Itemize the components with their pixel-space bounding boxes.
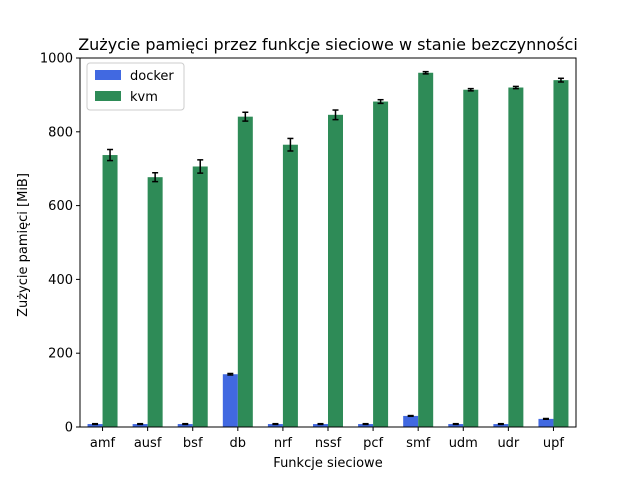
plot-frame bbox=[79, 57, 577, 428]
x-tick-label-udm: udm bbox=[449, 436, 478, 451]
error-bar-docker-smf bbox=[407, 414, 414, 418]
bar-docker-upf bbox=[538, 418, 554, 427]
error-bar-docker-upf bbox=[542, 417, 549, 421]
bar-kvm-pcf bbox=[373, 101, 389, 428]
error-bar-docker-nrf bbox=[272, 422, 279, 426]
bar-docker-nssf bbox=[313, 424, 328, 427]
x-tick-label-bsf: bsf bbox=[183, 436, 203, 451]
bar-kvm-udr bbox=[508, 87, 524, 428]
bar-kvm-ausf bbox=[147, 177, 163, 427]
x-tick-label-udr: udr bbox=[497, 436, 519, 451]
bar-kvm-db bbox=[237, 116, 253, 428]
error-bar-docker-nssf bbox=[317, 422, 324, 426]
bar-docker-db bbox=[222, 374, 238, 427]
x-axis-title: Funkcje sieciowe bbox=[273, 456, 382, 471]
y-tick-label-1000: 1000 bbox=[40, 52, 73, 67]
x-tick-label-nssf: nssf bbox=[315, 436, 342, 451]
x-tick-label-db: db bbox=[230, 436, 247, 451]
bar-docker-udm bbox=[448, 424, 464, 427]
error-bar-docker-ausf bbox=[137, 422, 144, 426]
y-tick-label-0: 0 bbox=[65, 421, 73, 436]
bar-kvm-nrf bbox=[282, 144, 298, 427]
error-bar-kvm-udm bbox=[467, 87, 474, 92]
bar-docker-nrf bbox=[267, 424, 283, 427]
legend-entry-docker: docker bbox=[95, 69, 174, 84]
bar-kvm-bsf bbox=[192, 166, 208, 427]
x-tick-label-nrf: nrf bbox=[274, 436, 293, 451]
bar-kvm-amf bbox=[102, 155, 118, 427]
x-tick-label-upf: upf bbox=[543, 436, 564, 451]
legend-label-kvm: kvm bbox=[130, 90, 158, 105]
y-tick-label-600: 600 bbox=[48, 199, 73, 214]
bar-kvm-upf bbox=[553, 80, 569, 427]
bars-layer bbox=[87, 70, 569, 428]
error-bar-docker-pcf bbox=[362, 422, 369, 426]
bar-docker-udr bbox=[493, 424, 509, 427]
x-tick-label-amf: amf bbox=[90, 436, 116, 451]
y-tick-label-200: 200 bbox=[48, 347, 73, 362]
error-bar-kvm-ausf bbox=[152, 172, 159, 183]
error-bar-docker-udm bbox=[452, 422, 459, 426]
y-axis-title: Zużycie pamięci [MiB] bbox=[16, 173, 31, 317]
error-bar-kvm-amf bbox=[107, 148, 114, 162]
chart-title: Zużycie pamięci przez funkcje sieciowe w… bbox=[78, 35, 578, 54]
legend-label-docker: docker bbox=[130, 69, 174, 84]
bar-kvm-nssf bbox=[328, 114, 343, 428]
y-tick-label-400: 400 bbox=[48, 273, 73, 288]
bar-kvm-smf bbox=[418, 72, 434, 427]
bar-kvm-udm bbox=[463, 89, 479, 427]
error-bar-docker-bsf bbox=[182, 422, 189, 426]
error-bar-kvm-upf bbox=[557, 77, 564, 83]
legend: docker kvm bbox=[86, 62, 185, 111]
bar-docker-bsf bbox=[177, 424, 193, 427]
legend-swatch-docker bbox=[95, 70, 121, 80]
error-bar-kvm-bsf bbox=[197, 159, 204, 174]
bar-docker-amf bbox=[87, 424, 103, 427]
x-tick-label-ausf: ausf bbox=[134, 436, 162, 451]
bar-docker-smf bbox=[403, 415, 419, 427]
error-bar-docker-db bbox=[227, 372, 234, 376]
error-bar-kvm-smf bbox=[422, 70, 429, 75]
error-bar-docker-amf bbox=[92, 422, 99, 426]
legend-entry-kvm: kvm bbox=[95, 90, 158, 105]
legend-swatch-kvm bbox=[95, 91, 121, 101]
error-bar-kvm-db bbox=[242, 111, 249, 122]
ticks-layer: amf ausf bsf db nrf nssf pcf smf udm udr upf 0 200 40… bbox=[40, 52, 565, 452]
error-bar-docker-udr bbox=[497, 422, 504, 426]
bar-docker-pcf bbox=[358, 424, 374, 427]
error-bar-kvm-pcf bbox=[377, 98, 384, 105]
y-tick-label-800: 800 bbox=[48, 125, 73, 140]
error-bar-kvm-nssf bbox=[332, 109, 339, 121]
bar-docker-ausf bbox=[132, 424, 148, 427]
error-bar-kvm-udr bbox=[512, 85, 519, 90]
x-tick-label-pcf: pcf bbox=[363, 436, 383, 451]
x-tick-label-smf: smf bbox=[406, 436, 430, 451]
error-bar-kvm-nrf bbox=[287, 137, 294, 152]
